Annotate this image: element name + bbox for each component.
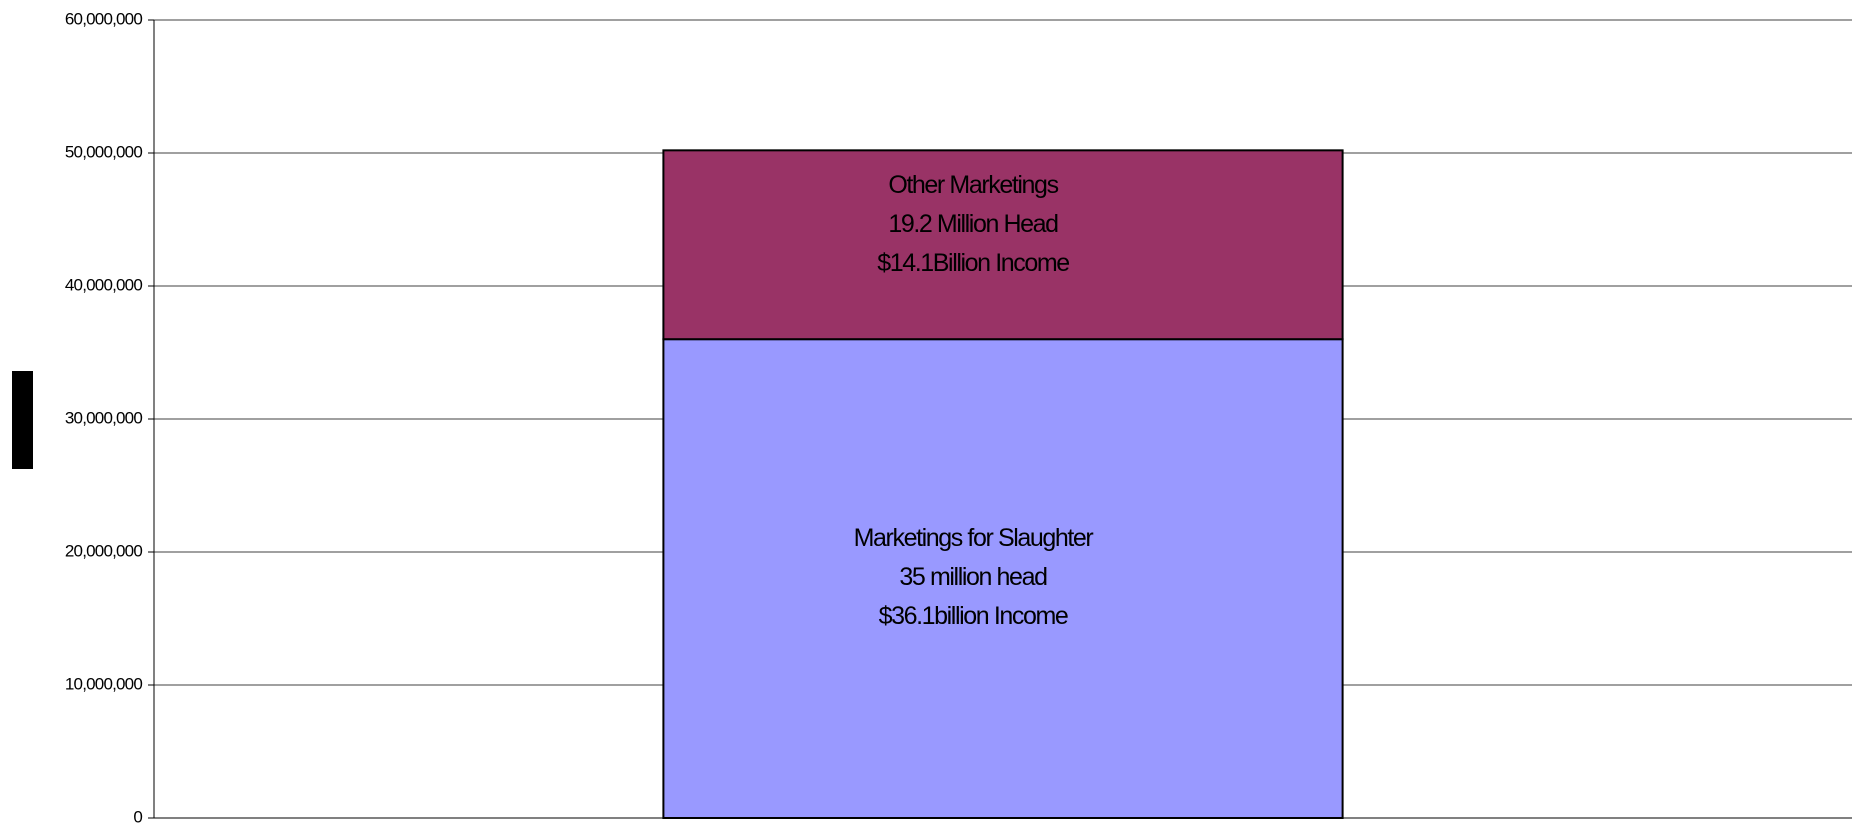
segment-label: 35 million head (899, 563, 1047, 591)
segment-label: $36.1billion Income (879, 602, 1068, 630)
bar-segment (662, 149, 1344, 341)
y-tick-label: 10,000,000 (65, 674, 142, 693)
y-tick-label: 50,000,000 (65, 142, 142, 161)
bar-segment (662, 338, 1344, 819)
y-tick-label: 20,000,000 (65, 541, 142, 560)
y-tick-label: 30,000,000 (65, 408, 142, 427)
redacted-axis-label (12, 371, 33, 469)
segment-label: 19.2 Million Head (888, 210, 1058, 238)
segment-label: Marketings for Slaughter (854, 524, 1094, 552)
y-tick-label: 60,000,000 (65, 9, 142, 28)
y-tick-label: 0 (133, 807, 142, 826)
y-tick-label: 40,000,000 (65, 275, 142, 294)
segment-label: Other Marketings (888, 171, 1058, 199)
segment-label: $14.1Billion Income (877, 249, 1069, 277)
